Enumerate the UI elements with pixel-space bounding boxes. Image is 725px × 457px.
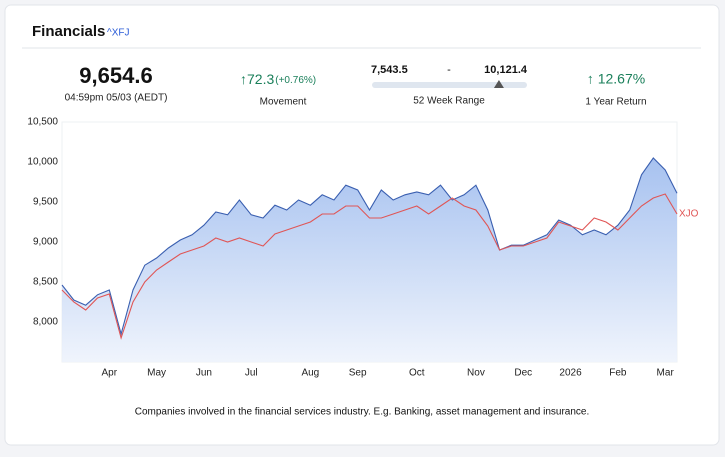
range-bar	[372, 82, 527, 88]
range-sep: -	[447, 64, 451, 76]
range-marker	[493, 80, 504, 88]
range-label: 52 Week Range	[413, 96, 485, 107]
movement-value: ↑72.3	[240, 71, 274, 87]
y-tick-label: 9,000	[33, 237, 58, 248]
y-tick-label: 10,500	[27, 117, 58, 128]
year-return: ↑ 12.67%	[587, 71, 645, 87]
year-return-label: 1 Year Return	[585, 97, 646, 108]
x-tick-label: May	[147, 368, 166, 379]
movement: ↑72.3(+0.76%)	[240, 71, 316, 87]
series-label: XJO	[679, 209, 699, 220]
movement-label: Movement	[260, 97, 307, 108]
x-tick-label: Apr	[102, 368, 118, 379]
x-tick-label: Nov	[467, 368, 485, 379]
x-tick-label: 2026	[559, 368, 582, 379]
x-tick-label: Oct	[409, 368, 425, 379]
line	[61, 157, 678, 337]
footer: Companies involved in the financial serv…	[135, 407, 590, 418]
area	[62, 158, 677, 362]
x-tick-label: Feb	[609, 368, 627, 379]
x-tick-label: Dec	[514, 368, 532, 379]
y-tick-label: 10,000	[27, 157, 58, 168]
movement-pct: (+0.76%)	[275, 75, 316, 86]
y-tick-label: 8,000	[33, 317, 58, 328]
y-tick-label: 9,500	[33, 197, 58, 208]
range-low: 7,543.5	[371, 64, 408, 76]
x-tick-label: Aug	[301, 368, 319, 379]
x-tick-label: Sep	[349, 368, 367, 379]
line	[61, 193, 678, 340]
price: 9,654.6	[79, 63, 152, 88]
code-link[interactable]: ^XFJ	[107, 28, 129, 39]
x-tick-label: Jul	[245, 368, 258, 379]
x-tick-label: Mar	[657, 368, 675, 379]
x-tick-label: Jun	[196, 368, 212, 379]
y-tick-label: 8,500	[33, 277, 58, 288]
time: 04:59pm 05/03 (AEDT)	[65, 93, 168, 104]
title: Financials	[32, 23, 105, 40]
range-high: 10,121.4	[484, 64, 528, 76]
